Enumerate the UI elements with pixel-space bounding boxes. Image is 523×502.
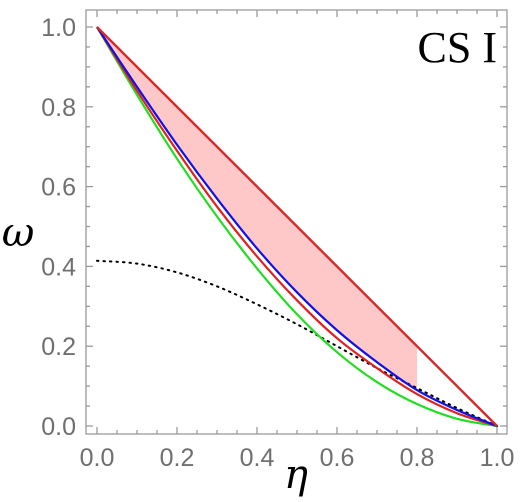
y-tick-label: 1.0: [41, 14, 76, 42]
y-axis-label: ω: [2, 210, 35, 256]
plot-frame: [85, 9, 508, 435]
x-tick-label: 1.0: [480, 444, 515, 472]
x-tick-label: 0.4: [240, 444, 275, 472]
y-tick-label: 0.0: [41, 413, 76, 441]
y-tick-label: 0.8: [41, 94, 76, 122]
x-axis-label: η: [284, 452, 308, 498]
x-tick-label: 0.6: [320, 444, 355, 472]
shaded-region: [97, 27, 417, 391]
panel-label: CS I: [418, 23, 497, 72]
series-line-upper-line: [96, 26, 498, 427]
series-layer: [96, 26, 498, 428]
y-tick-label: 0.2: [41, 333, 76, 361]
x-tick-label: 0.0: [80, 444, 115, 472]
x-tick-label: 0.8: [400, 444, 435, 472]
series-line-green: [96, 26, 498, 428]
series-line-blue: [96, 26, 498, 428]
y-tick-label: 0.4: [41, 253, 76, 281]
y-tick-label: 0.6: [41, 174, 76, 202]
series-line-red: [96, 26, 498, 428]
x-tick-label: 0.2: [160, 444, 195, 472]
shaded-region-layer: [97, 27, 417, 391]
tick-layer: 0.0 0.2 0.4 0.6 0.8 1.0 0.0 0.2 0.4 0.6 0.8 1.0: [41, 10, 514, 472]
